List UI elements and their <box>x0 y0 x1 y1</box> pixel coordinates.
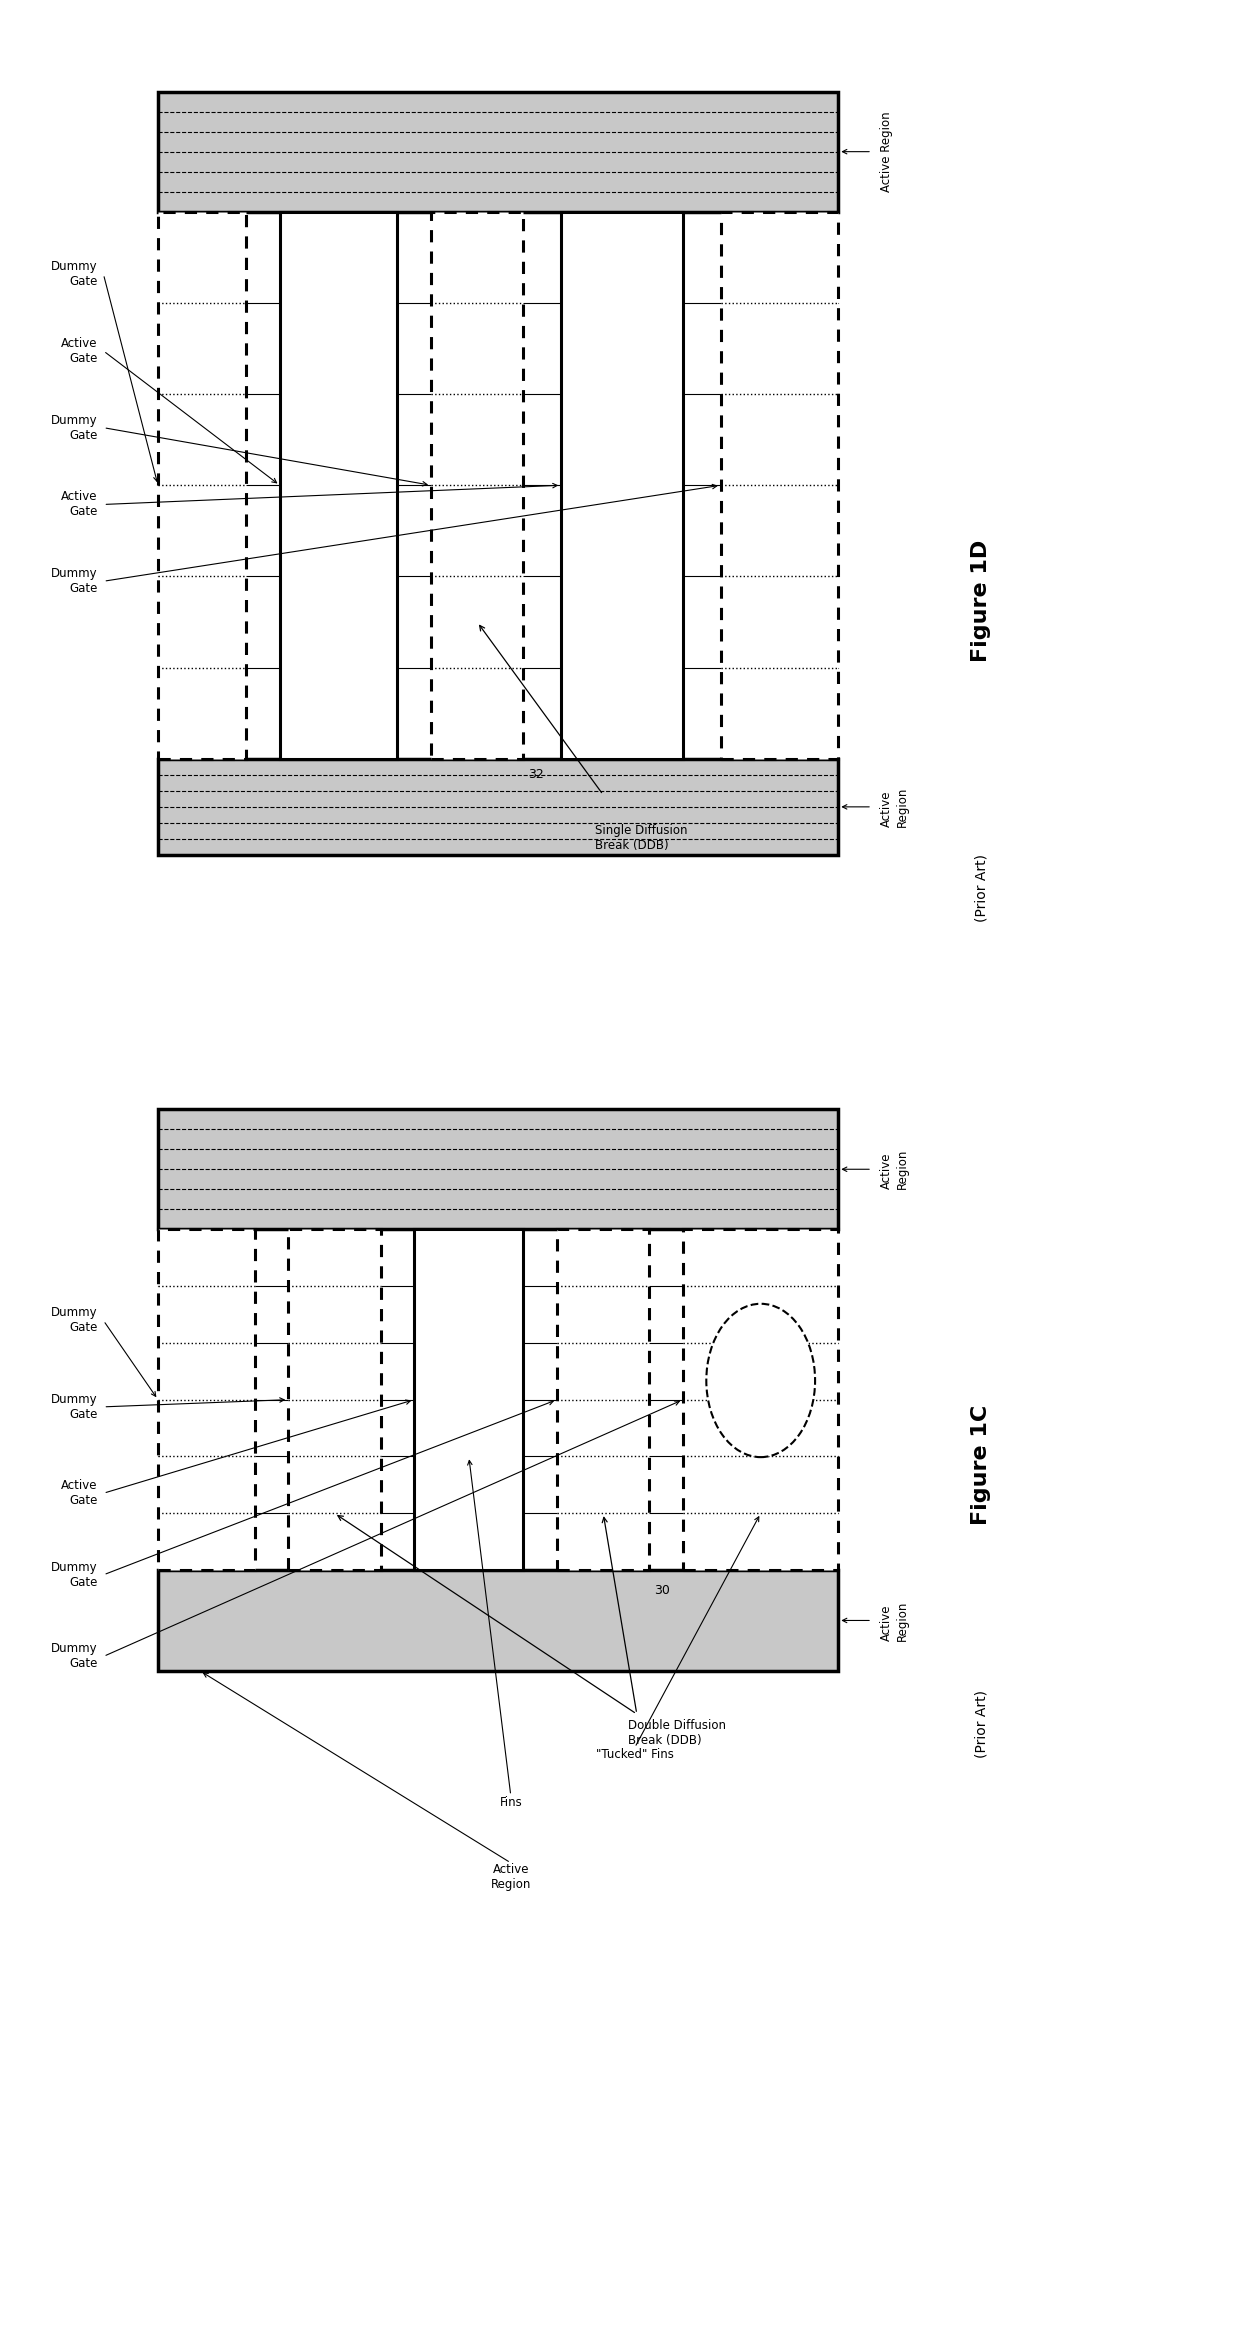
Text: Dummy
Gate: Dummy Gate <box>51 1394 98 1422</box>
Text: Active
Gate: Active Gate <box>61 491 98 519</box>
Bar <box>157 1229 254 1571</box>
Text: Active
Region: Active Region <box>880 1150 909 1189</box>
Bar <box>157 1571 838 1671</box>
Bar <box>157 1110 838 1229</box>
Text: Dummy
Gate: Dummy Gate <box>51 261 98 289</box>
Text: 32: 32 <box>527 768 543 782</box>
Text: Active
Gate: Active Gate <box>61 337 98 365</box>
Text: "Tucked" Fins: "Tucked" Fins <box>595 1748 673 1762</box>
Bar <box>288 1229 381 1571</box>
Text: 30: 30 <box>653 1585 670 1596</box>
Text: Active
Region: Active Region <box>491 1864 531 1892</box>
Text: Dummy
Gate: Dummy Gate <box>51 1305 98 1333</box>
Text: Fins: Fins <box>500 1796 522 1808</box>
Text: Dummy
Gate: Dummy Gate <box>51 568 98 596</box>
Bar <box>157 91 838 212</box>
Text: Active
Region: Active Region <box>880 1601 909 1641</box>
Bar <box>562 212 683 759</box>
Bar <box>280 212 397 759</box>
Text: Single Diffusion
Break (DDB): Single Diffusion Break (DDB) <box>595 824 687 852</box>
Text: Figure 1C: Figure 1C <box>971 1403 991 1524</box>
Text: Double Diffusion
Break (DDB): Double Diffusion Break (DDB) <box>629 1720 727 1748</box>
Bar <box>720 212 838 759</box>
Bar <box>683 1229 838 1571</box>
Text: Figure 1D: Figure 1D <box>971 540 991 661</box>
Ellipse shape <box>707 1303 815 1457</box>
Bar <box>157 212 247 759</box>
Text: Active
Region: Active Region <box>880 787 909 826</box>
Text: Dummy
Gate: Dummy Gate <box>51 1561 98 1589</box>
Bar <box>432 212 523 759</box>
Text: Active
Gate: Active Gate <box>61 1480 98 1508</box>
Text: Dummy
Gate: Dummy Gate <box>51 1643 98 1671</box>
Bar <box>414 1229 523 1571</box>
Text: Dummy
Gate: Dummy Gate <box>51 414 98 442</box>
Text: (Prior Art): (Prior Art) <box>975 854 988 921</box>
Text: Active Region: Active Region <box>880 112 893 191</box>
Bar <box>157 759 838 854</box>
Bar <box>557 1229 650 1571</box>
Text: (Prior Art): (Prior Art) <box>975 1689 988 1757</box>
